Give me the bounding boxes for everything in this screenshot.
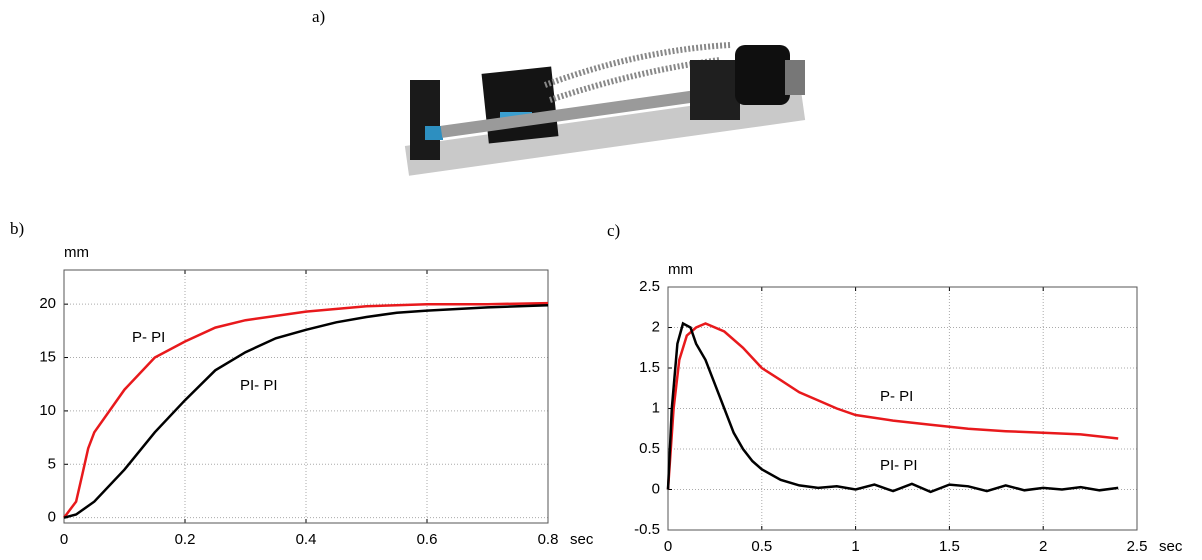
y-tick-label: -0.5 [634,521,660,538]
plot-frame [63,269,549,524]
y-tick-label: 1.5 [639,359,660,376]
y-unit: mm [64,244,89,261]
x-tick-label: 0.2 [175,531,196,548]
data-line [63,303,549,519]
x-tick-label: 1 [851,538,859,555]
y-tick-label: 5 [48,455,56,472]
plot-frame [667,286,1138,531]
y-tick-label: 0 [48,509,56,526]
actuator-photo [404,42,806,176]
y-tick-label: 20 [39,295,56,312]
panel-label: a) [312,7,325,26]
y-tick-label: 2 [652,318,660,335]
annotation: P- PI [132,329,165,346]
data-line [666,322,1119,490]
x-tick-label: 0.4 [296,531,317,548]
x-tick-label: 0.5 [751,538,772,555]
panel-label: b) [10,219,24,238]
panel-label: c) [607,221,620,240]
data-line [666,321,1119,494]
y-unit: mm [668,261,693,278]
y-tick-label: 10 [39,402,56,419]
x-unit: sec [1159,538,1183,555]
x-tick-label: 2.5 [1127,538,1148,555]
x-tick-label: 0.6 [417,531,438,548]
x-tick-label: 0 [664,538,672,555]
x-tick-label: 1.5 [939,538,960,555]
annotation: PI- PI [240,377,278,394]
y-tick-label: 1 [652,399,660,416]
x-tick-label: 0 [60,531,68,548]
y-tick-label: 2.5 [639,278,660,295]
y-tick-label: 0.5 [639,440,660,457]
y-tick-label: 15 [39,349,56,366]
y-tick-label: 0 [652,480,660,497]
x-tick-label: 2 [1039,538,1047,555]
annotation: P- PI [880,388,913,405]
x-unit: sec [570,531,594,548]
annotation: PI- PI [880,457,918,474]
x-tick-label: 0.8 [538,531,559,548]
data-line [63,301,549,519]
